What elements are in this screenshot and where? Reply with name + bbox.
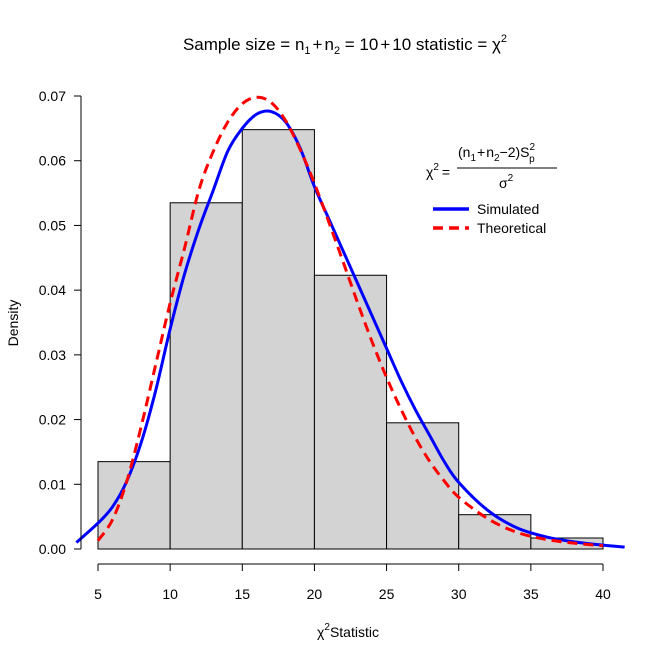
legend-formula-lhs: χ2 =	[426, 162, 450, 180]
y-tick-label: 0.01	[39, 476, 66, 492]
x-tick-label: 35	[523, 586, 539, 602]
x-tick-label: 15	[234, 586, 250, 602]
y-tick-label: 0.00	[39, 541, 66, 557]
legend-label-simulated: Simulated	[477, 201, 539, 217]
legend: χ2 = (n1+n2−2)S2 p σ2 Simulated Theoretica…	[426, 142, 557, 236]
legend-formula-denominator: σ2	[499, 173, 514, 191]
x-axis: 5 10 15 20 25 30 35 40	[94, 563, 611, 602]
histogram-bar	[241, 129, 315, 550]
chart-title: Sample size = n1 + n2 = 10 +10 statistic = …	[183, 33, 507, 57]
x-tick-label: 20	[307, 586, 323, 602]
histogram-bar	[313, 274, 388, 550]
y-tick-label: 0.05	[39, 217, 66, 233]
x-tick-label: 40	[595, 586, 611, 602]
histogram-bars	[97, 129, 604, 550]
series-line-theoretical	[96, 95, 604, 548]
x-tick-label: 25	[379, 586, 395, 602]
y-tick-label: 0.07	[39, 88, 66, 104]
series-line-simulated	[75, 109, 625, 549]
x-tick-label: 30	[451, 586, 467, 602]
density-curves	[75, 95, 625, 549]
x-tick-label: 5	[94, 586, 102, 602]
histogram-bar	[97, 461, 171, 550]
legend-formula-numerator: (n1+n2−2)S2 p	[458, 142, 536, 165]
legend-label-theoretical: Theoretical	[477, 220, 546, 236]
y-tick-label: 0.06	[39, 153, 66, 169]
histogram-bar	[458, 514, 532, 550]
histogram-bar	[530, 537, 604, 550]
x-tick-label: 10	[162, 586, 178, 602]
y-tick-label: 0.03	[39, 347, 66, 363]
y-axis-label: Density	[5, 300, 21, 347]
y-axis: 0.00 0.01 0.02 0.03 0.04 0.05 0.06 0.07	[39, 88, 82, 557]
y-tick-label: 0.02	[39, 412, 66, 428]
histogram-bar	[169, 202, 243, 550]
y-tick-label: 0.04	[39, 282, 66, 298]
x-axis-label: χ2Statistic	[317, 622, 379, 640]
